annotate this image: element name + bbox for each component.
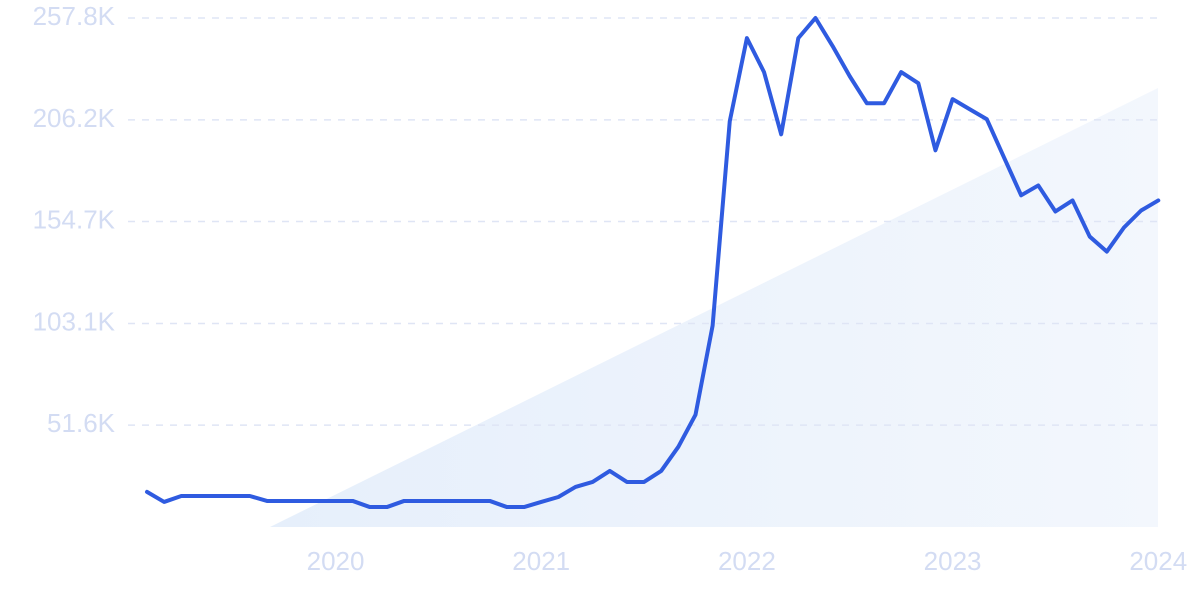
y-tick-label: 206.2K (33, 103, 116, 133)
x-tick-label: 2021 (512, 546, 570, 576)
x-tick-label: 2022 (718, 546, 776, 576)
x-tick-label: 2023 (924, 546, 982, 576)
y-tick-label: 154.7K (33, 204, 116, 234)
x-tick-label: 2020 (307, 546, 365, 576)
y-tick-label: 257.8K (33, 1, 116, 31)
y-tick-label: 51.6K (47, 408, 116, 438)
x-tick-label: 2024 (1129, 546, 1187, 576)
y-tick-label: 103.1K (33, 306, 116, 336)
line (145, 16, 1161, 510)
